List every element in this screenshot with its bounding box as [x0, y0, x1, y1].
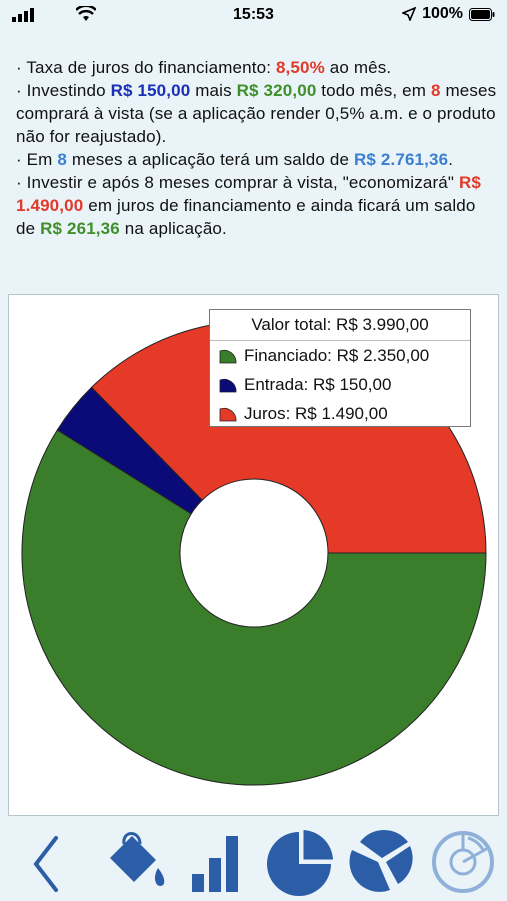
status-time: 15:53 — [233, 6, 274, 23]
bar-chart-icon — [192, 836, 238, 892]
pie-chart-icon — [267, 830, 333, 896]
summary-text: · Taxa de juros do financiamento: 8,50% … — [8, 32, 499, 294]
bar-chart-button[interactable] — [182, 824, 252, 896]
status-bar: 15:53 100% — [0, 0, 507, 30]
donut-chart-icon — [432, 831, 494, 893]
back-chevron-icon — [33, 836, 58, 892]
legend-swatch-financiado — [219, 349, 237, 364]
donut-chart-button[interactable] — [428, 824, 498, 896]
wifi-icon — [76, 6, 96, 21]
back-button[interactable] — [12, 824, 82, 896]
battery-percent: 100% — [422, 5, 463, 22]
interest-rate-line: · Taxa de juros do financiamento: 8,50% … — [16, 58, 392, 77]
legend-item-juros: Juros: R$ 1.490,00 — [210, 399, 470, 428]
signal-icon — [12, 8, 34, 22]
legend-swatch-entrada — [219, 378, 237, 393]
bottom-toolbar — [0, 818, 507, 900]
color-button[interactable] — [100, 824, 170, 896]
battery-icon — [469, 7, 495, 21]
legend-swatch-juros — [219, 407, 237, 422]
legend-item-financiado: Financiado: R$ 2.350,00 — [210, 341, 470, 370]
legend-item-entrada: Entrada: R$ 150,00 — [210, 370, 470, 399]
legend-title: Valor total: R$ 3.990,00 — [210, 310, 470, 341]
chart-legend: Valor total: R$ 3.990,00 Financiado: R$ … — [209, 309, 471, 427]
donut-chart: Valor total: R$ 3.990,00 Financiado: R$ … — [8, 294, 499, 816]
balance-line: · Em 8 meses a aplicação terá um saldo d… — [16, 150, 454, 169]
slice-financiado — [21, 429, 487, 786]
exploded-pie-button[interactable] — [346, 824, 416, 896]
pie-chart-button[interactable] — [264, 824, 334, 896]
location-arrow-icon — [402, 7, 417, 21]
investment-line: · Investindo R$ 150,00 mais R$ 320,00 to… — [16, 81, 497, 146]
exploded-pie-icon — [349, 830, 413, 892]
paint-bucket-icon — [110, 832, 165, 886]
savings-line: · Investir e após 8 meses comprar à vist… — [16, 173, 482, 238]
